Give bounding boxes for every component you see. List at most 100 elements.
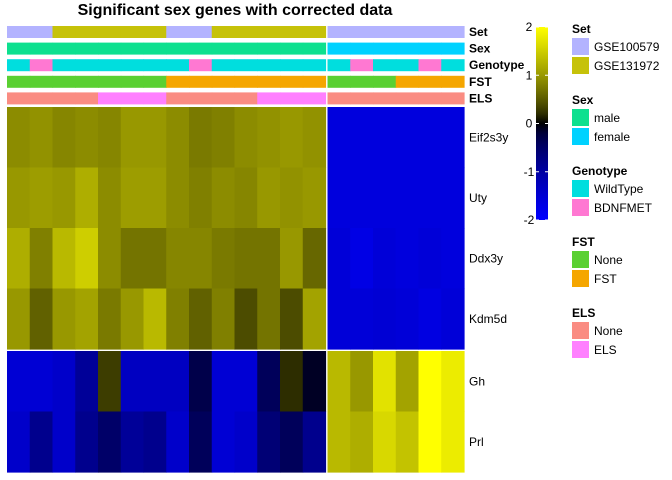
row-label-gh: Gh [469, 374, 485, 388]
annotation-cell-set-11 [257, 26, 281, 38]
heatmap-cell-eif2s3y-10 [234, 107, 258, 169]
annotation-cell-fst-3 [75, 75, 99, 88]
heatmap-cell-kdm5d-4 [98, 288, 122, 350]
annotation-cell-genotype-9 [211, 59, 236, 72]
legend-key-male [572, 109, 589, 126]
heatmap-cell-uty-3 [75, 167, 99, 229]
colorbar-tick-label: -2 [524, 213, 535, 227]
heatmap-cell-kdm5d-12 [280, 288, 304, 350]
annotation-cell-sex-7 [166, 42, 190, 55]
heatmap-cell-eif2s3y-4 [98, 107, 122, 169]
heatmap-cell-gh-14 [327, 351, 351, 413]
annotation-cell-set-7 [166, 26, 190, 38]
annotation-cell-els-4 [98, 92, 122, 105]
heatmap-cell-uty-8 [189, 167, 213, 229]
annotation-cell-genotype-14 [327, 59, 351, 72]
annotation-cell-genotype-11 [257, 59, 281, 72]
annotation-cell-sex-13 [302, 42, 327, 55]
heatmap-cell-prl-10 [234, 411, 258, 473]
annotation-label-sex: Sex [469, 42, 491, 56]
annotation-cell-els-1 [29, 92, 54, 105]
heatmap-cell-gh-16 [373, 351, 397, 413]
heatmap-cell-prl-15 [350, 411, 374, 473]
annotation-cell-els-15 [350, 92, 374, 105]
annotation-cell-fst-10 [234, 75, 258, 88]
annotation-cell-set-18 [418, 26, 442, 38]
heatmap-cell-prl-12 [280, 411, 304, 473]
annotation-label-els: ELS [469, 91, 492, 105]
annotation-cell-fst-14 [327, 75, 351, 88]
annotation-cell-set-10 [234, 26, 258, 38]
annotation-cell-els-8 [189, 92, 213, 105]
heatmap-cell-eif2s3y-13 [302, 107, 327, 169]
heatmap-cell-eif2s3y-1 [29, 107, 54, 169]
heatmap-cell-ddx3y-18 [418, 228, 442, 290]
colorbar-tick-label: 0 [526, 117, 533, 131]
annotation-cell-set-16 [373, 26, 397, 38]
annotation-cell-sex-1 [29, 42, 54, 55]
annotation-cell-genotype-15 [350, 59, 374, 72]
heatmap-cell-ddx3y-7 [166, 228, 190, 290]
heatmap-cell-uty-7 [166, 167, 190, 229]
heatmap-cell-eif2s3y-5 [120, 107, 145, 169]
legend-label-female: female [594, 130, 630, 144]
annotation-cell-sex-9 [211, 42, 236, 55]
heatmap-cell-prl-7 [166, 411, 190, 473]
heatmap-cell-ddx3y-8 [189, 228, 213, 290]
annotation-cell-sex-6 [143, 42, 167, 55]
row-label-eif2s3y: Eif2s3y [469, 130, 508, 144]
heatmap-cell-kdm5d-2 [52, 288, 76, 350]
heatmap-cell-kdm5d-5 [120, 288, 145, 350]
heatmap-cell-prl-6 [143, 411, 167, 473]
annotation-cell-els-7 [166, 92, 190, 105]
annotation-cell-genotype-1 [29, 59, 54, 72]
heatmap-cell-ddx3y-6 [143, 228, 167, 290]
heatmap-cell-prl-5 [120, 411, 145, 473]
legend-key-fst [572, 270, 589, 287]
heatmap-cell-eif2s3y-19 [441, 107, 465, 169]
legend-label-els: ELS [594, 343, 617, 357]
heatmap-cell-gh-8 [189, 351, 213, 413]
heatmap-cell-kdm5d-1 [29, 288, 54, 350]
annotation-cell-els-19 [441, 92, 465, 105]
heatmap-cell-prl-11 [257, 411, 281, 473]
heatmap-cell-uty-18 [418, 167, 442, 229]
heatmap-cell-gh-9 [211, 351, 236, 413]
legend-label-male: male [594, 111, 620, 125]
heatmap-cell-gh-11 [257, 351, 281, 413]
heatmap-cell-eif2s3y-9 [211, 107, 236, 169]
heatmap-cell-prl-19 [441, 411, 465, 473]
annotation-cell-els-3 [75, 92, 99, 105]
annotation-cell-fst-16 [373, 75, 397, 88]
annotation-cell-set-2 [52, 26, 76, 38]
heatmap-cell-ddx3y-5 [120, 228, 145, 290]
heatmap-cell-kdm5d-14 [327, 288, 351, 350]
heatmap-cell-uty-12 [280, 167, 304, 229]
legend-key-female [572, 128, 589, 145]
annotation-cell-set-8 [189, 26, 213, 38]
heatmap-cell-ddx3y-3 [75, 228, 99, 290]
heatmap-cell-ddx3y-17 [395, 228, 420, 290]
heatmap-cell-gh-2 [52, 351, 76, 413]
heatmap-cell-prl-17 [395, 411, 420, 473]
heatmap-cell-ddx3y-19 [441, 228, 465, 290]
heatmap-cell-uty-16 [373, 167, 397, 229]
annotation-cell-genotype-3 [75, 59, 99, 72]
heatmap-cell-gh-17 [395, 351, 420, 413]
heatmap-cell-eif2s3y-2 [52, 107, 76, 169]
annotation-tracks [7, 26, 465, 105]
annotation-cell-genotype-13 [302, 59, 327, 72]
annotation-cell-sex-0 [7, 42, 31, 55]
heatmap-cell-uty-0 [7, 167, 31, 229]
heatmap-cell-ddx3y-2 [52, 228, 76, 290]
annotation-label-genotype: Genotype [469, 58, 525, 72]
heatmap-cell-uty-15 [350, 167, 374, 229]
legend-label-gse100579: GSE100579 [594, 40, 660, 54]
heatmap-cell-prl-14 [327, 411, 351, 473]
heatmap-cell-eif2s3y-3 [75, 107, 99, 169]
heatmap-cell-ddx3y-10 [234, 228, 258, 290]
annotation-cell-fst-0 [7, 75, 31, 88]
heatmap-cell-ddx3y-4 [98, 228, 122, 290]
heatmap-cell-kdm5d-13 [302, 288, 327, 350]
annotation-cell-set-15 [350, 26, 374, 38]
